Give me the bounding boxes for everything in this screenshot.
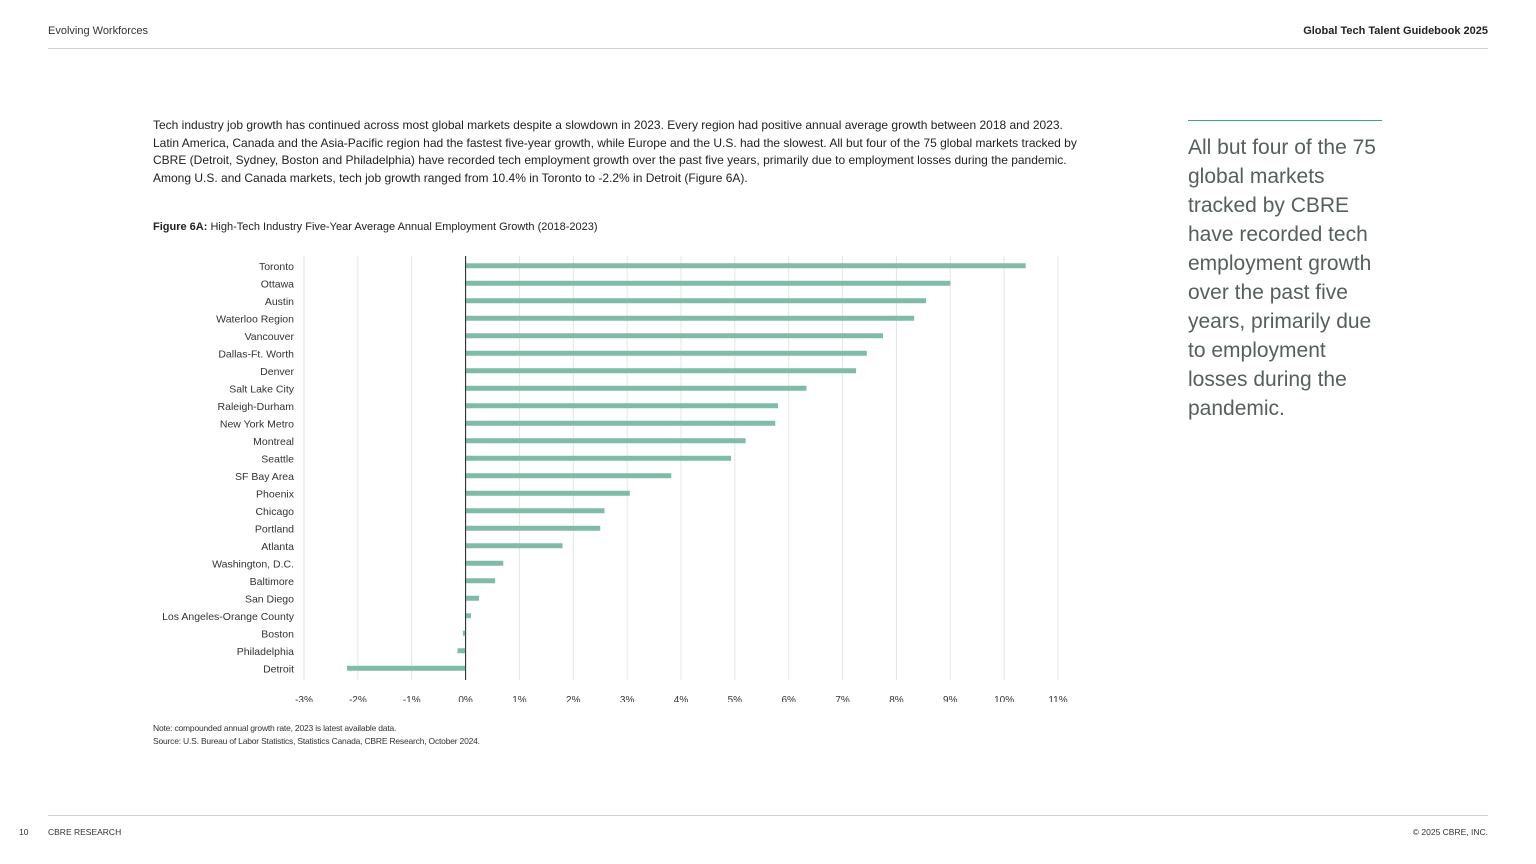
category-label: New York Metro	[220, 418, 294, 430]
bar	[465, 595, 480, 601]
category-label: Atlanta	[261, 541, 294, 553]
bar	[347, 665, 466, 671]
x-tick-label: 7%	[835, 695, 850, 702]
pull-quote: All but four of the 75 global markets tr…	[1188, 136, 1376, 420]
category-label: Dallas-Ft. Worth	[218, 348, 294, 360]
category-label: Salt Lake City	[229, 383, 295, 395]
category-label: San Diego	[245, 593, 294, 605]
category-label: Baltimore	[250, 576, 295, 588]
category-label: Los Angeles-Orange County	[162, 611, 295, 623]
category-label: Austin	[265, 296, 294, 308]
footer-copyright: © 2025 CBRE, INC.	[1412, 827, 1488, 837]
bar	[465, 543, 563, 549]
x-tick-label: 9%	[943, 695, 958, 702]
category-label: Phoenix	[256, 488, 295, 500]
category-label: Waterloo Region	[216, 313, 294, 325]
x-tick-label: 8%	[889, 695, 904, 702]
bar	[465, 280, 951, 286]
category-label: Raleigh-Durham	[218, 401, 295, 413]
bar	[465, 455, 732, 461]
bar	[465, 490, 630, 496]
x-tick-label: -3%	[295, 695, 313, 702]
bar	[465, 298, 927, 304]
figure-title: Figure 6A: High-Tech Industry Five-Year …	[153, 221, 598, 233]
x-tick-label: 6%	[781, 695, 796, 702]
bar	[465, 613, 471, 619]
page-number: 10	[19, 827, 29, 837]
footer-divider	[48, 815, 1488, 816]
category-label: Seattle	[261, 453, 294, 465]
x-tick-label: -2%	[349, 695, 367, 702]
bar	[465, 560, 504, 566]
bar	[465, 508, 605, 514]
pull-quote-rule	[1188, 120, 1382, 121]
category-label: Ottawa	[261, 278, 294, 290]
category-label: Washington, D.C.	[212, 558, 294, 570]
category-label: Vancouver	[245, 331, 295, 343]
bar	[465, 385, 807, 391]
category-label: Montreal	[253, 436, 294, 448]
category-label: Denver	[260, 366, 294, 378]
employment-growth-bar-chart: -3% -2% -1% 0% 1% 2% 3% 4% 5% 6% 7% 8% 9% 10% 11% Toron…	[162, 256, 1068, 702]
chart-source: Source: U.S. Bureau of Labor Statistics,…	[153, 736, 480, 746]
category-label: SF Bay Area	[235, 471, 294, 483]
x-tick-label: 0%	[458, 695, 473, 702]
bar	[465, 333, 883, 339]
x-tick-label: -1%	[403, 695, 421, 702]
x-tick-label: 1%	[512, 695, 527, 702]
figure-label: Figure 6A:	[153, 221, 208, 233]
category-label: Philadelphia	[237, 646, 294, 658]
bar	[465, 438, 746, 444]
bar	[465, 403, 778, 409]
bar	[465, 525, 601, 531]
bar	[465, 473, 672, 479]
header-divider	[48, 48, 1488, 49]
bar	[465, 578, 496, 584]
section-title: Evolving Workforces	[48, 25, 149, 37]
x-tick-label: 5%	[728, 695, 743, 702]
footer-brand: CBRE RESEARCH	[48, 827, 122, 837]
x-tick-label: 3%	[620, 695, 635, 702]
x-tick-label: 2%	[566, 695, 581, 702]
x-tick-label: 11%	[1048, 695, 1067, 702]
bar	[465, 315, 915, 321]
category-label: Toronto	[259, 261, 294, 273]
publication-title: Global Tech Talent Guidebook 2025	[1303, 25, 1488, 37]
chart-note: Note: compounded annual growth rate, 202…	[153, 723, 397, 733]
bar	[465, 350, 867, 356]
body-paragraph: Tech industry job growth has continued a…	[153, 118, 1077, 185]
figure-title-text: High-Tech Industry Five-Year Average Ann…	[210, 221, 598, 233]
x-tick-label: 4%	[674, 695, 689, 702]
category-label: Boston	[261, 628, 294, 640]
bar	[462, 630, 466, 636]
bar	[457, 648, 466, 654]
bar	[465, 368, 857, 374]
category-label: Chicago	[255, 506, 294, 518]
category-label: Detroit	[263, 663, 294, 675]
bar	[465, 420, 776, 426]
bar	[465, 263, 1026, 269]
x-tick-label: 10%	[994, 695, 1014, 702]
category-label: Portland	[255, 523, 294, 535]
